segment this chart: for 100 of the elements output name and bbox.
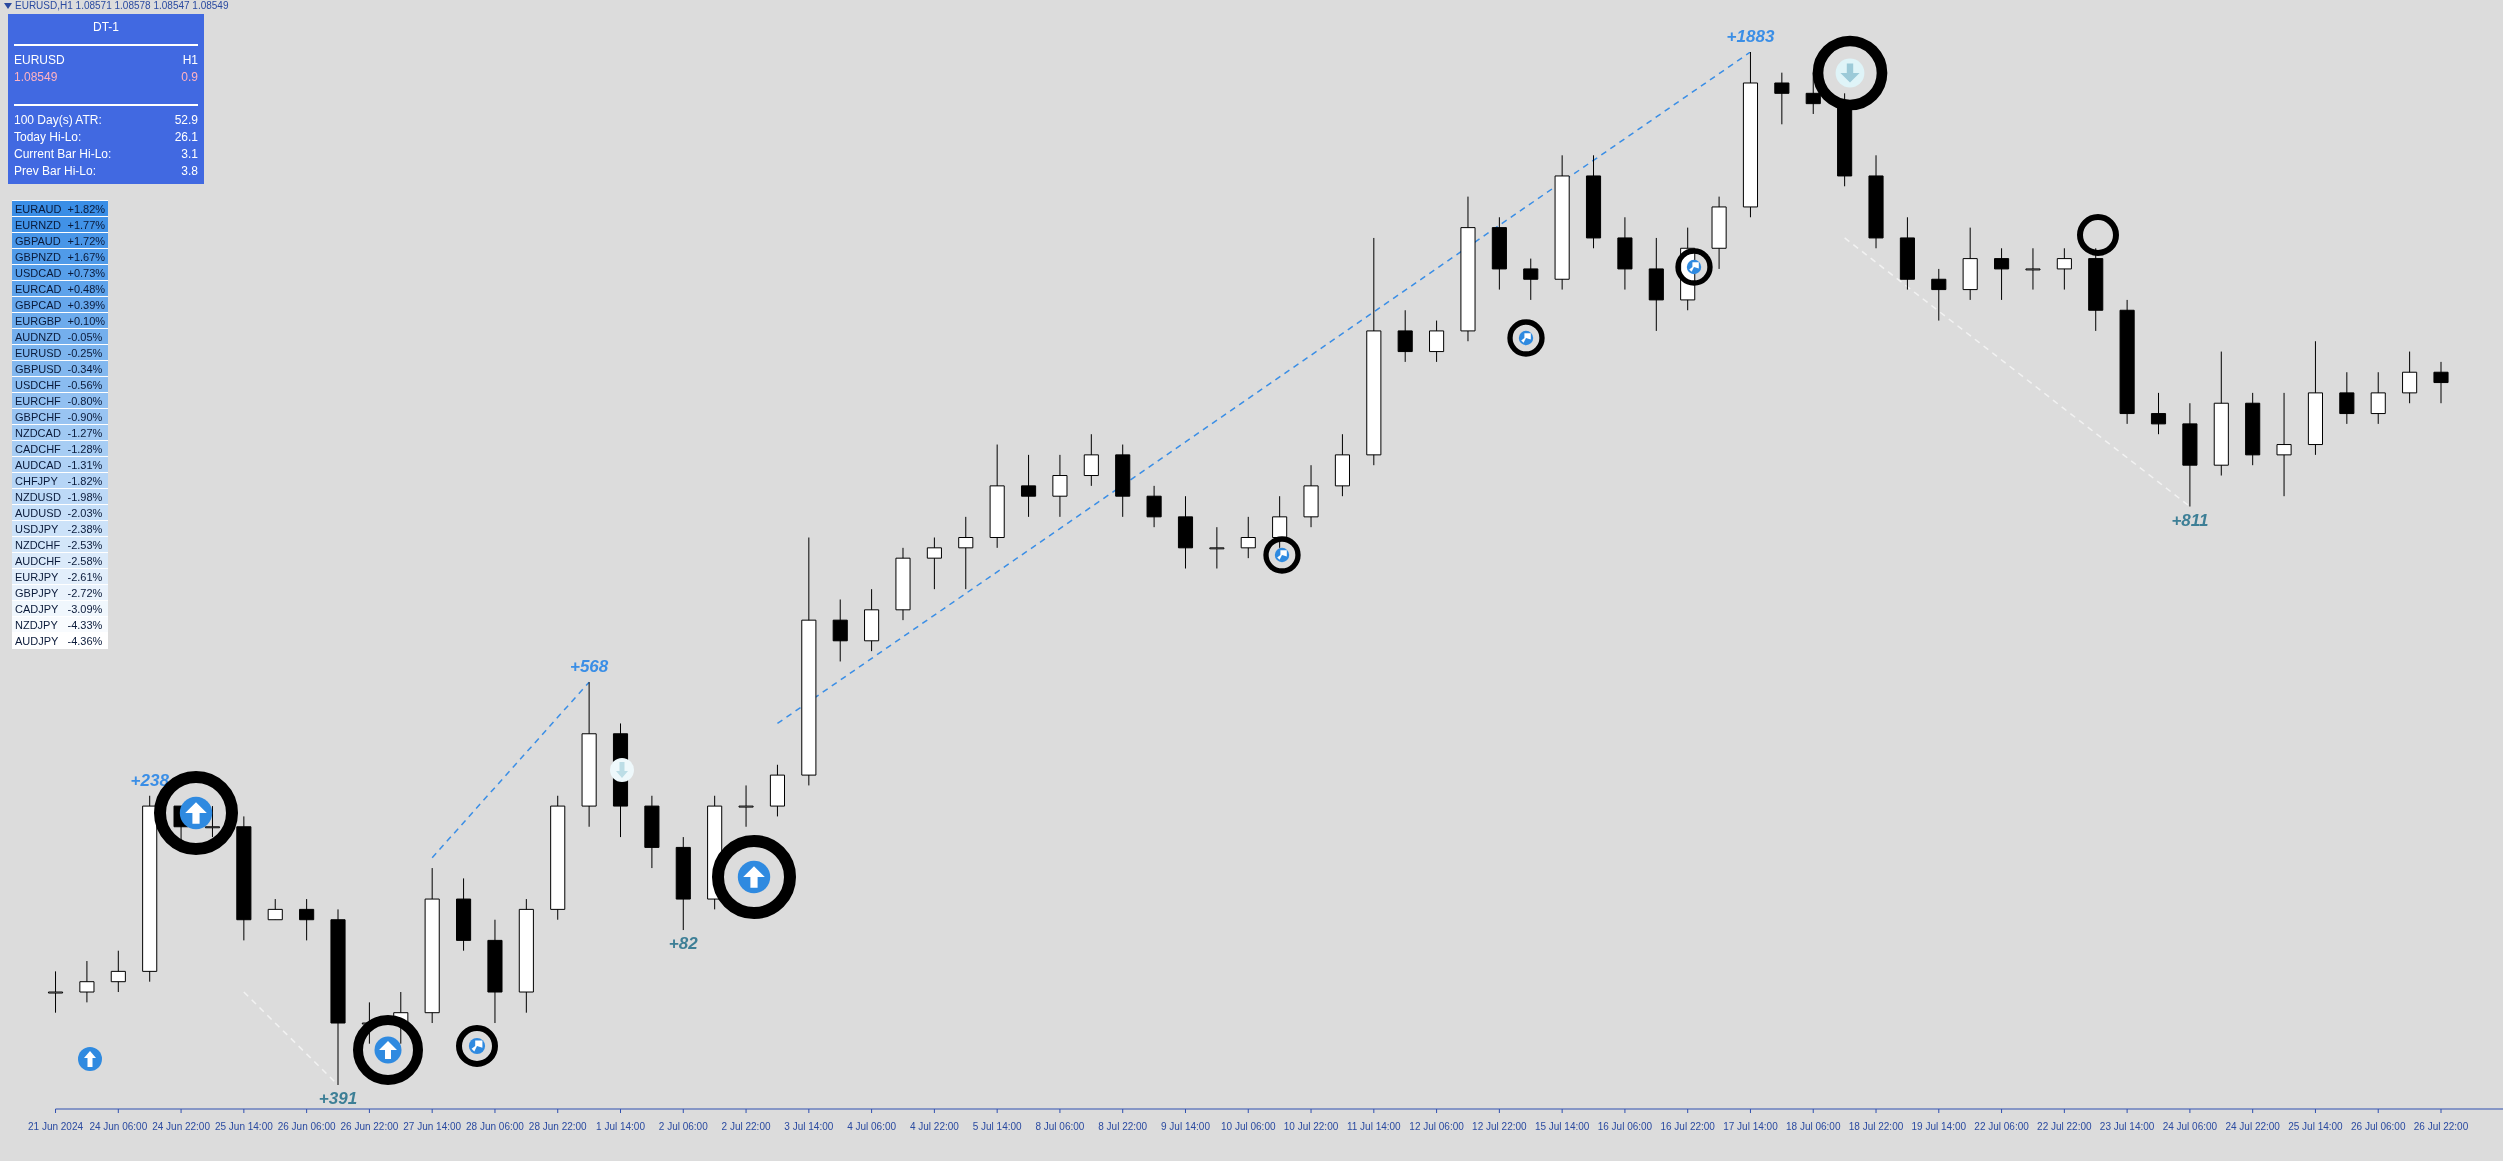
annotation: AUDJPY	[12, 633, 65, 648]
annotation: +82	[668, 934, 699, 954]
annotation: AUDNZD	[12, 329, 65, 344]
annotation: +0.39%	[64, 297, 109, 312]
annotation: +0.10%	[64, 313, 109, 328]
annotation: USDCAD	[12, 265, 65, 280]
x-tick-label: 17 Jul 14:00	[1723, 1120, 1779, 1132]
annotation: -2.72%	[64, 585, 109, 600]
annotation: EURUSD	[12, 345, 65, 360]
annotation: +238	[130, 770, 170, 790]
annotation: NZDUSD	[12, 489, 65, 504]
x-tick-label: 2 Jul 22:00	[721, 1120, 771, 1132]
annotation: EURUSD	[14, 52, 65, 69]
text: DT-1	[92, 20, 120, 34]
x-tick-label: 24 Jun 22:00	[152, 1120, 211, 1132]
x-tick-label: 3 Jul 14:00	[784, 1120, 834, 1132]
annotation: GBPAUD	[12, 233, 65, 248]
annotation: EURAUD	[12, 201, 65, 216]
annotation: Today Hi-Lo:	[14, 129, 82, 146]
annotation: H1	[182, 52, 198, 69]
annotation: AUDCAD	[12, 457, 65, 472]
annotation: -4.36%	[64, 633, 109, 648]
x-tick-label: 23 Jul 14:00	[2099, 1120, 2155, 1132]
annotation: -0.05%	[64, 329, 109, 344]
x-tick-label: 4 Jul 06:00	[847, 1120, 897, 1132]
x-tick-label: 9 Jul 14:00	[1161, 1120, 1211, 1132]
annotation: +811	[2171, 510, 2209, 530]
annotation: +1.82%	[64, 201, 109, 216]
annotation: -1.31%	[64, 457, 109, 472]
annotation: -2.03%	[64, 505, 109, 520]
annotation: -2.53%	[64, 537, 109, 552]
x-tick-label: 24 Jun 06:00	[89, 1120, 148, 1132]
annotation: +1.67%	[64, 249, 109, 264]
annotation: EURJPY	[12, 569, 65, 584]
annotation: GBPUSD	[12, 361, 65, 376]
annotation: -1.82%	[64, 473, 109, 488]
x-tick-label: 22 Jul 06:00	[1974, 1120, 2030, 1132]
annotation: 0.9	[181, 69, 198, 86]
x-tick-label: 26 Jun 06:00	[277, 1120, 336, 1132]
x-tick-label: 12 Jul 06:00	[1409, 1120, 1465, 1132]
annotation: -4.33%	[64, 617, 109, 632]
annotation: +0.73%	[64, 265, 109, 280]
annotation: 52.9	[174, 112, 198, 129]
x-tick-label: 10 Jul 22:00	[1283, 1120, 1339, 1132]
annotation: -0.56%	[64, 377, 109, 392]
annotation: Current Bar Hi-Lo:	[14, 146, 112, 163]
x-tick-label: 28 Jun 22:00	[528, 1120, 588, 1132]
annotation: EURNZD	[12, 217, 65, 232]
x-tick-label: 2 Jul 06:00	[658, 1120, 709, 1132]
annotation: USDCHF	[12, 377, 65, 392]
x-tick-label: 25 Jul 14:00	[2288, 1120, 2344, 1132]
annotation: +568	[569, 657, 609, 677]
annotation: 3.1	[181, 146, 198, 163]
annotation: +1883	[1726, 27, 1775, 47]
annotation: 1.08549	[14, 69, 58, 86]
x-tick-label: 24 Jul 22:00	[2225, 1120, 2281, 1132]
annotation: -3.09%	[64, 601, 109, 616]
x-tick-label: 22 Jul 22:00	[2037, 1120, 2093, 1132]
annotation: USDJPY	[12, 521, 65, 536]
x-tick-label: 8 Jul 06:00	[1035, 1120, 1085, 1132]
annotation: -2.38%	[64, 521, 109, 536]
annotation: +391	[318, 1089, 358, 1109]
x-tick-label: 18 Jul 22:00	[1848, 1120, 1904, 1132]
annotation: EURGBP	[12, 313, 65, 328]
x-tick-label: 26 Jul 06:00	[2350, 1120, 2406, 1132]
annotation: +1.72%	[64, 233, 109, 248]
annotation: AUDUSD	[12, 505, 65, 520]
annotation: 26.1	[174, 129, 198, 146]
annotation: -0.90%	[64, 409, 109, 424]
x-tick-label: 12 Jul 22:00	[1472, 1120, 1528, 1132]
x-tick-label: 18 Jul 06:00	[1785, 1120, 1841, 1132]
x-tick-label: 24 Jul 06:00	[2162, 1120, 2218, 1132]
annotation: -2.58%	[64, 553, 109, 568]
annotation: -2.61%	[64, 569, 109, 584]
annotation: -0.25%	[64, 345, 109, 360]
x-tick-label: 25 Jun 14:00	[214, 1120, 274, 1132]
annotation: GBPCAD	[12, 297, 65, 312]
annotation: 100 Day(s) ATR:	[14, 112, 102, 129]
x-tick-label: 1 Jul 14:00	[596, 1120, 646, 1132]
x-tick-label: 8 Jul 22:00	[1098, 1120, 1148, 1132]
annotation: GBPJPY	[12, 585, 65, 600]
x-tick-label: 11 Jul 14:00	[1346, 1120, 1402, 1132]
annotation: CADCHF	[12, 441, 65, 456]
annotation: -1.98%	[64, 489, 109, 504]
annotation: -0.80%	[64, 393, 109, 408]
x-tick-label: 26 Jul 22:00	[2413, 1120, 2469, 1132]
annotation: EURCAD	[12, 281, 65, 296]
annotation: NZDJPY	[12, 617, 65, 632]
annotation: 3.8	[181, 163, 198, 180]
annotation: EURCHF	[12, 393, 65, 408]
annotation: AUDCHF	[12, 553, 65, 568]
annotation: Prev Bar Hi-Lo:	[14, 163, 97, 180]
x-tick-label: 10 Jul 06:00	[1221, 1120, 1276, 1132]
x-tick-label: 16 Jul 06:00	[1597, 1120, 1653, 1132]
chart-title: EURUSD,H1 1.08571 1.08578 1.08547 1.08549	[15, 0, 229, 11]
x-tick-label: 15 Jul 14:00	[1534, 1120, 1590, 1132]
annotation: +1.77%	[64, 217, 109, 232]
annotation: NZDCHF	[12, 537, 65, 552]
x-tick-label: 4 Jul 22:00	[909, 1120, 960, 1132]
x-tick-label: 28 Jun 06:00	[466, 1120, 525, 1132]
